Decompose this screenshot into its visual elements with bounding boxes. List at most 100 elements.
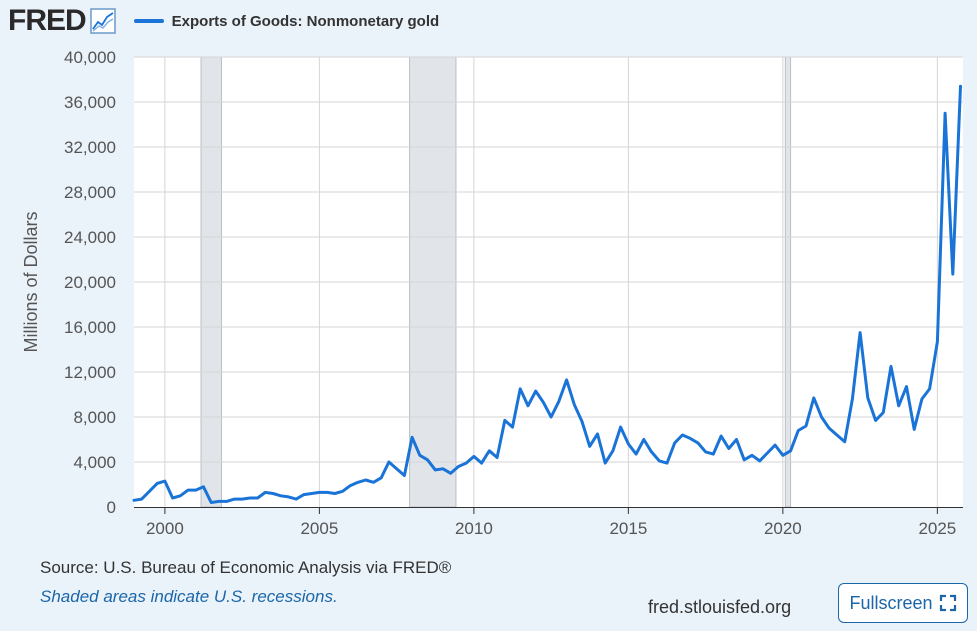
y-tick-label: 16,000: [64, 318, 116, 337]
data-point: [874, 419, 876, 421]
y-axis-label: Millions of Dollars: [21, 211, 41, 352]
x-axis-ticks: 2000 2005 2010 2015 2020 2025: [146, 507, 956, 538]
data-point: [504, 419, 506, 421]
data-point: [527, 405, 529, 407]
data-point: [210, 501, 212, 503]
data-point: [287, 496, 289, 498]
data-point: [797, 429, 799, 431]
data-point: [882, 411, 884, 413]
data-point: [952, 273, 954, 275]
data-point: [697, 442, 699, 444]
data-point: [349, 484, 351, 486]
y-tick-label: 0: [107, 498, 116, 517]
chart-legend: Exports of Goods: Nonmonetary gold: [133, 12, 440, 30]
x-tick-label: 2005: [300, 519, 338, 538]
legend-label[interactable]: Exports of Goods: Nonmonetary gold: [171, 12, 440, 30]
data-point: [905, 385, 907, 387]
data-point: [936, 340, 938, 342]
data-point: [426, 459, 428, 461]
data-point: [326, 491, 328, 493]
data-point: [859, 331, 861, 333]
data-point: [619, 426, 621, 428]
data-point: [395, 468, 397, 470]
data-point: [318, 491, 320, 493]
data-point: [303, 493, 305, 495]
fred-graph-icon: [89, 8, 116, 34]
fullscreen-button[interactable]: Fullscreen: [838, 583, 968, 623]
data-point: [233, 498, 235, 500]
data-point: [913, 428, 915, 430]
data-point: [256, 497, 258, 499]
data-point: [828, 427, 830, 429]
data-point: [921, 398, 923, 400]
data-point: [782, 454, 784, 456]
data-point: [959, 85, 961, 87]
data-point: [372, 481, 374, 483]
data-point: [241, 498, 243, 500]
data-point: [890, 365, 892, 367]
data-point: [434, 469, 436, 471]
fred-logo[interactable]: FRED: [8, 4, 87, 37]
data-point: [712, 453, 714, 455]
data-point: [164, 480, 166, 482]
data-point: [457, 465, 459, 467]
data-point: [843, 441, 845, 443]
data-point: [465, 462, 467, 464]
data-point: [480, 462, 482, 464]
data-point: [635, 453, 637, 455]
data-point: [380, 477, 382, 479]
data-point: [751, 454, 753, 456]
data-point: [450, 472, 452, 474]
gridlines: [134, 56, 963, 507]
chart-header: FRED Exports of Goods: Nonmonetary gold: [8, 4, 439, 38]
data-point: [558, 400, 560, 402]
data-point: [596, 433, 598, 435]
x-tick-label: 2015: [609, 519, 647, 538]
y-tick-label: 24,000: [64, 228, 116, 247]
data-point: [565, 379, 567, 381]
data-point: [272, 492, 274, 494]
site-link[interactable]: fred.stlouisfed.org: [648, 597, 792, 617]
data-point: [758, 460, 760, 462]
data-point: [496, 456, 498, 458]
y-tick-label: 36,000: [64, 93, 116, 112]
legend-swatch: [133, 19, 164, 23]
data-point: [249, 497, 251, 499]
data-point: [225, 500, 227, 502]
data-point: [689, 437, 691, 439]
recession-note: Shaded areas indicate U.S. recessions.: [40, 587, 338, 606]
data-point: [141, 498, 143, 500]
data-point: [550, 416, 552, 418]
source-text: Source: U.S. Bureau of Economic Analysis…: [40, 558, 452, 577]
y-tick-label: 40,000: [64, 48, 116, 67]
data-point: [511, 426, 513, 428]
y-tick-label: 20,000: [64, 273, 116, 292]
y-tick-label: 12,000: [64, 363, 116, 382]
series-line[interactable]: [132, 84, 962, 504]
data-point: [728, 447, 730, 449]
data-point: [334, 492, 336, 494]
line-chart: 0 4,000 8,000 12,000 16,000 20,000 24,000 28,00…: [21, 48, 963, 538]
data-point: [681, 434, 683, 436]
y-tick-label: 32,000: [64, 138, 116, 157]
data-point: [643, 438, 645, 440]
x-tick-label: 2010: [455, 519, 493, 538]
data-point: [419, 454, 421, 456]
data-point: [813, 397, 815, 399]
data-point: [534, 390, 536, 392]
x-tick-label: 2020: [764, 519, 802, 538]
data-point: [295, 498, 297, 500]
data-point: [735, 438, 737, 440]
data-point: [851, 398, 853, 400]
data-point: [666, 462, 668, 464]
data-point: [341, 490, 343, 492]
data-point: [442, 468, 444, 470]
data-point: [280, 495, 282, 497]
data-point: [743, 459, 745, 461]
data-point: [774, 444, 776, 446]
data-point: [789, 450, 791, 452]
data-point: [473, 455, 475, 457]
data-point: [612, 450, 614, 452]
data-point: [704, 451, 706, 453]
data-point: [944, 112, 946, 114]
